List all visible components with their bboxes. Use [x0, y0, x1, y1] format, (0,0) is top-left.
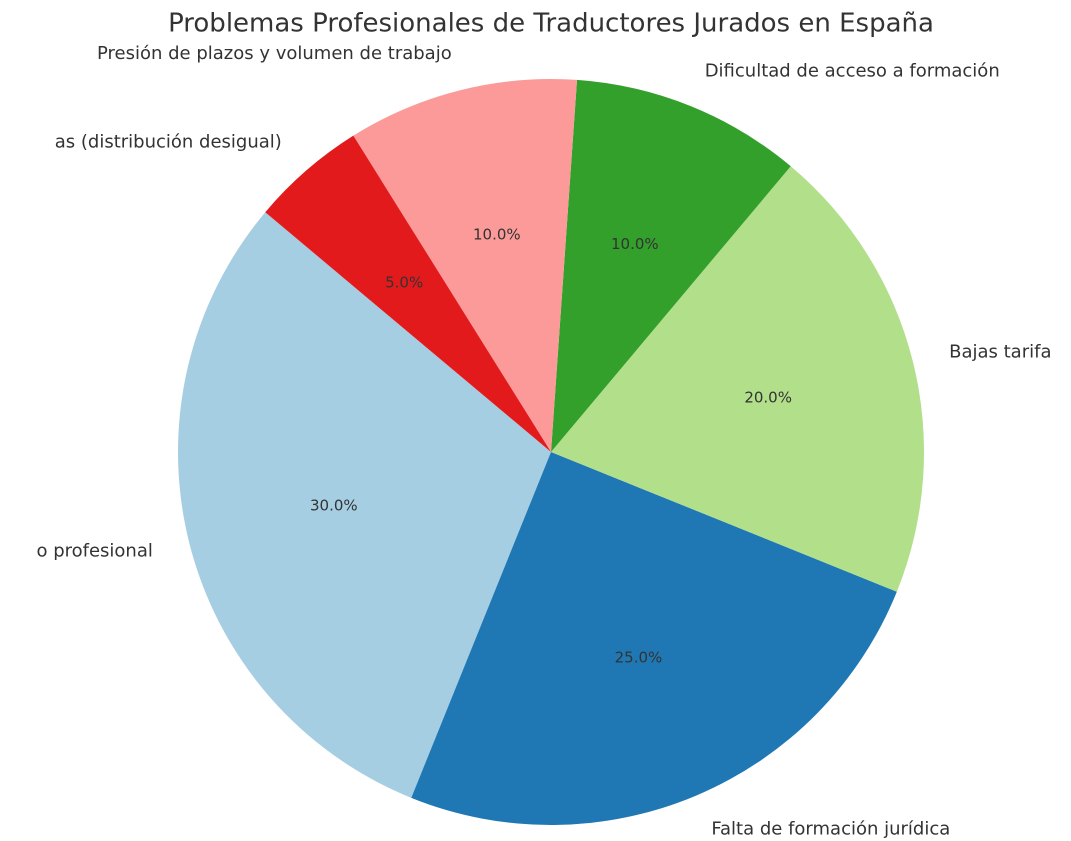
slice-label: Bajas tarifa: [949, 342, 1051, 363]
percent-label: 25.0%: [615, 649, 663, 667]
pie-slice: [177, 212, 551, 798]
slice-label: o profesional: [36, 540, 152, 561]
chart-title: Problemas Profesionales de Traductores J…: [168, 9, 934, 39]
pie-slice: [265, 135, 551, 453]
percent-label: 10.0%: [473, 225, 521, 243]
slice-label: Dificultad de acceso a formación: [705, 61, 1000, 82]
pie-slice: [551, 166, 924, 592]
pie-slice: [353, 78, 578, 452]
pie-slice: [411, 452, 897, 825]
percent-label: 30.0%: [310, 497, 358, 515]
slice-label: as (distribución desigual): [55, 131, 282, 152]
percent-label: 10.0%: [611, 235, 659, 253]
slice-label: Presión de plazos y volumen de trabajo: [97, 43, 452, 64]
percent-label: 5.0%: [385, 274, 423, 292]
pie-slice: [551, 79, 791, 453]
slice-label: Falta de formación jurídica: [711, 819, 950, 840]
percent-label: 20.0%: [744, 388, 792, 406]
